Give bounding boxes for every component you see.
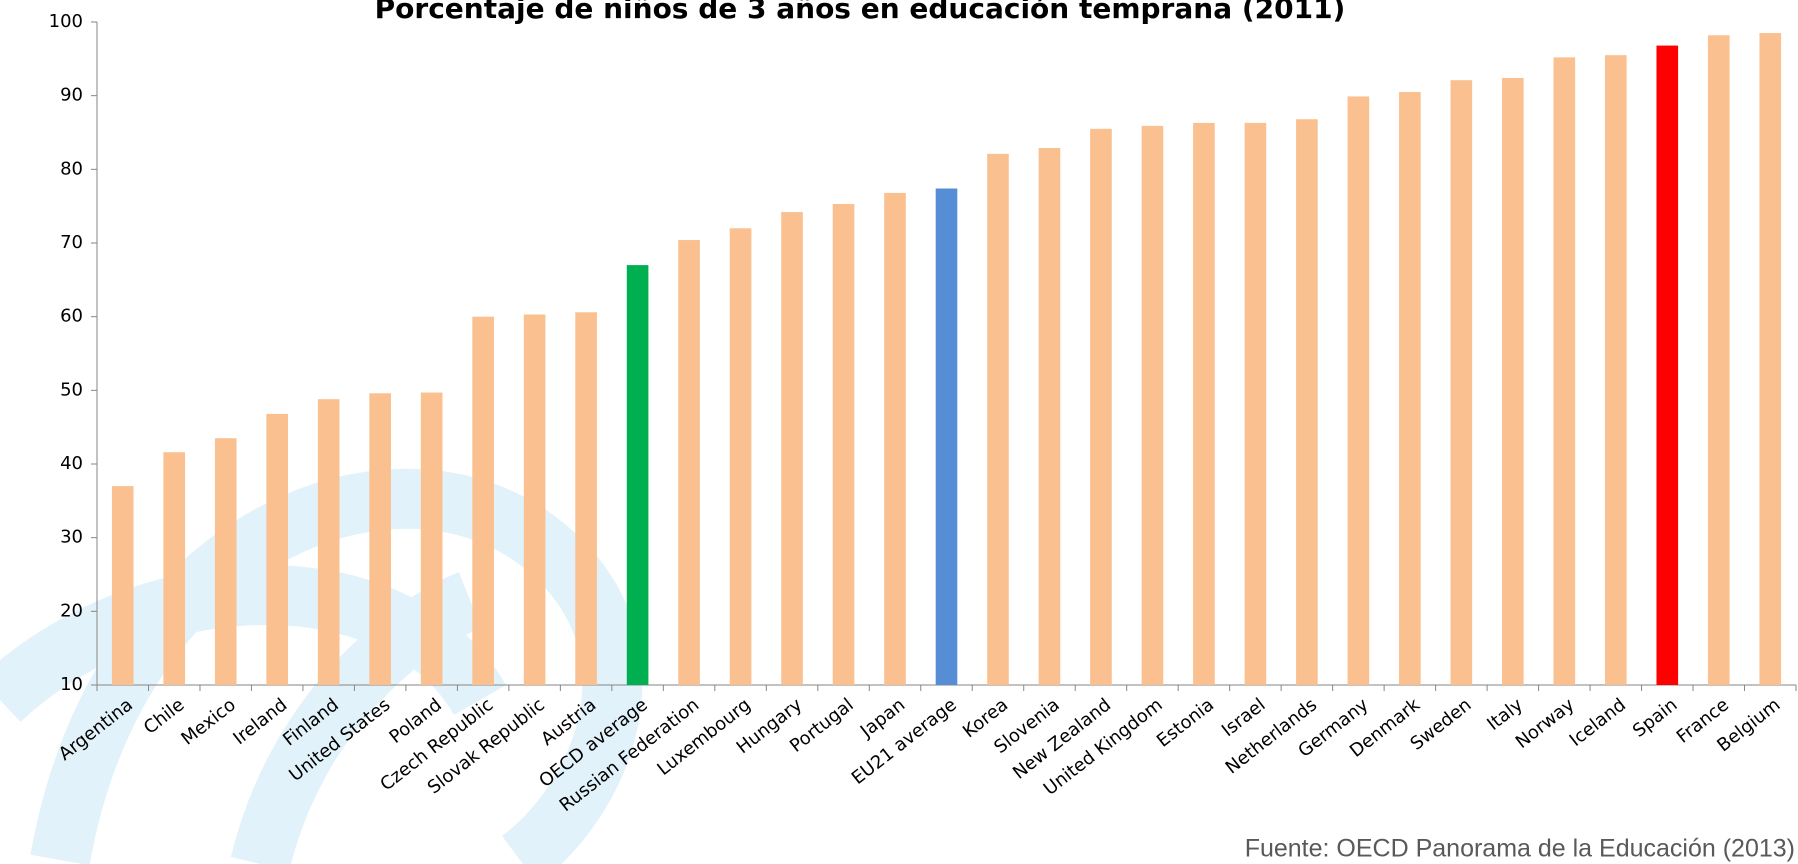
bar — [266, 414, 288, 685]
page: {"chart_data": {"type": "bar", "title": … — [0, 0, 1798, 864]
bar — [524, 314, 546, 685]
x-tick-label: Spain — [1629, 694, 1682, 742]
x-tick-label: Iceland — [1566, 694, 1630, 751]
bar — [369, 393, 391, 685]
bar — [1193, 123, 1215, 685]
chart: Porcentaje de niños de 3 años en educaci… — [0, 0, 1798, 864]
bar — [112, 486, 134, 685]
bar — [1708, 35, 1730, 685]
bar — [1399, 92, 1421, 685]
bar — [987, 154, 1009, 685]
bar — [884, 193, 906, 685]
bar — [1656, 46, 1678, 685]
bar — [163, 452, 185, 685]
y-tick-label: 60 — [60, 306, 83, 327]
bar — [1348, 96, 1370, 685]
bar — [472, 317, 494, 685]
y-tick-label: 70 — [60, 232, 83, 253]
bar — [936, 188, 958, 685]
x-tick-label: Mexico — [177, 694, 239, 749]
bar — [678, 240, 700, 685]
bar — [1554, 57, 1576, 685]
bar — [1759, 33, 1781, 685]
y-tick-label: 10 — [60, 674, 83, 695]
bar — [781, 212, 803, 685]
bar — [627, 265, 649, 685]
y-tick-label: 50 — [60, 379, 83, 400]
x-tick-label: Estonia — [1153, 694, 1218, 751]
chart-title: Porcentaje de niños de 3 años en educaci… — [375, 0, 1346, 25]
bar — [1245, 123, 1267, 685]
y-tick-label: 30 — [60, 527, 83, 548]
bar — [318, 399, 340, 685]
bar — [1039, 148, 1061, 685]
bar — [1296, 119, 1318, 685]
bar — [833, 204, 855, 685]
bar — [1451, 80, 1473, 685]
y-tick-label: 90 — [60, 85, 83, 106]
y-tick-label: 100 — [49, 11, 83, 32]
source-note: Fuente: OECD Panorama de la Educación (2… — [1245, 835, 1795, 863]
bar — [1605, 55, 1627, 685]
bar — [575, 312, 597, 685]
y-tick-label: 40 — [60, 453, 83, 474]
bar — [1090, 129, 1112, 685]
bar — [421, 393, 443, 685]
y-tick-label: 80 — [60, 158, 83, 179]
background-swirl — [0, 499, 612, 864]
bar — [1502, 78, 1524, 685]
bar — [730, 228, 752, 685]
x-tick-label: Norway — [1512, 694, 1579, 753]
bar — [215, 438, 237, 685]
bar — [1142, 126, 1164, 685]
y-tick-label: 20 — [60, 600, 83, 621]
